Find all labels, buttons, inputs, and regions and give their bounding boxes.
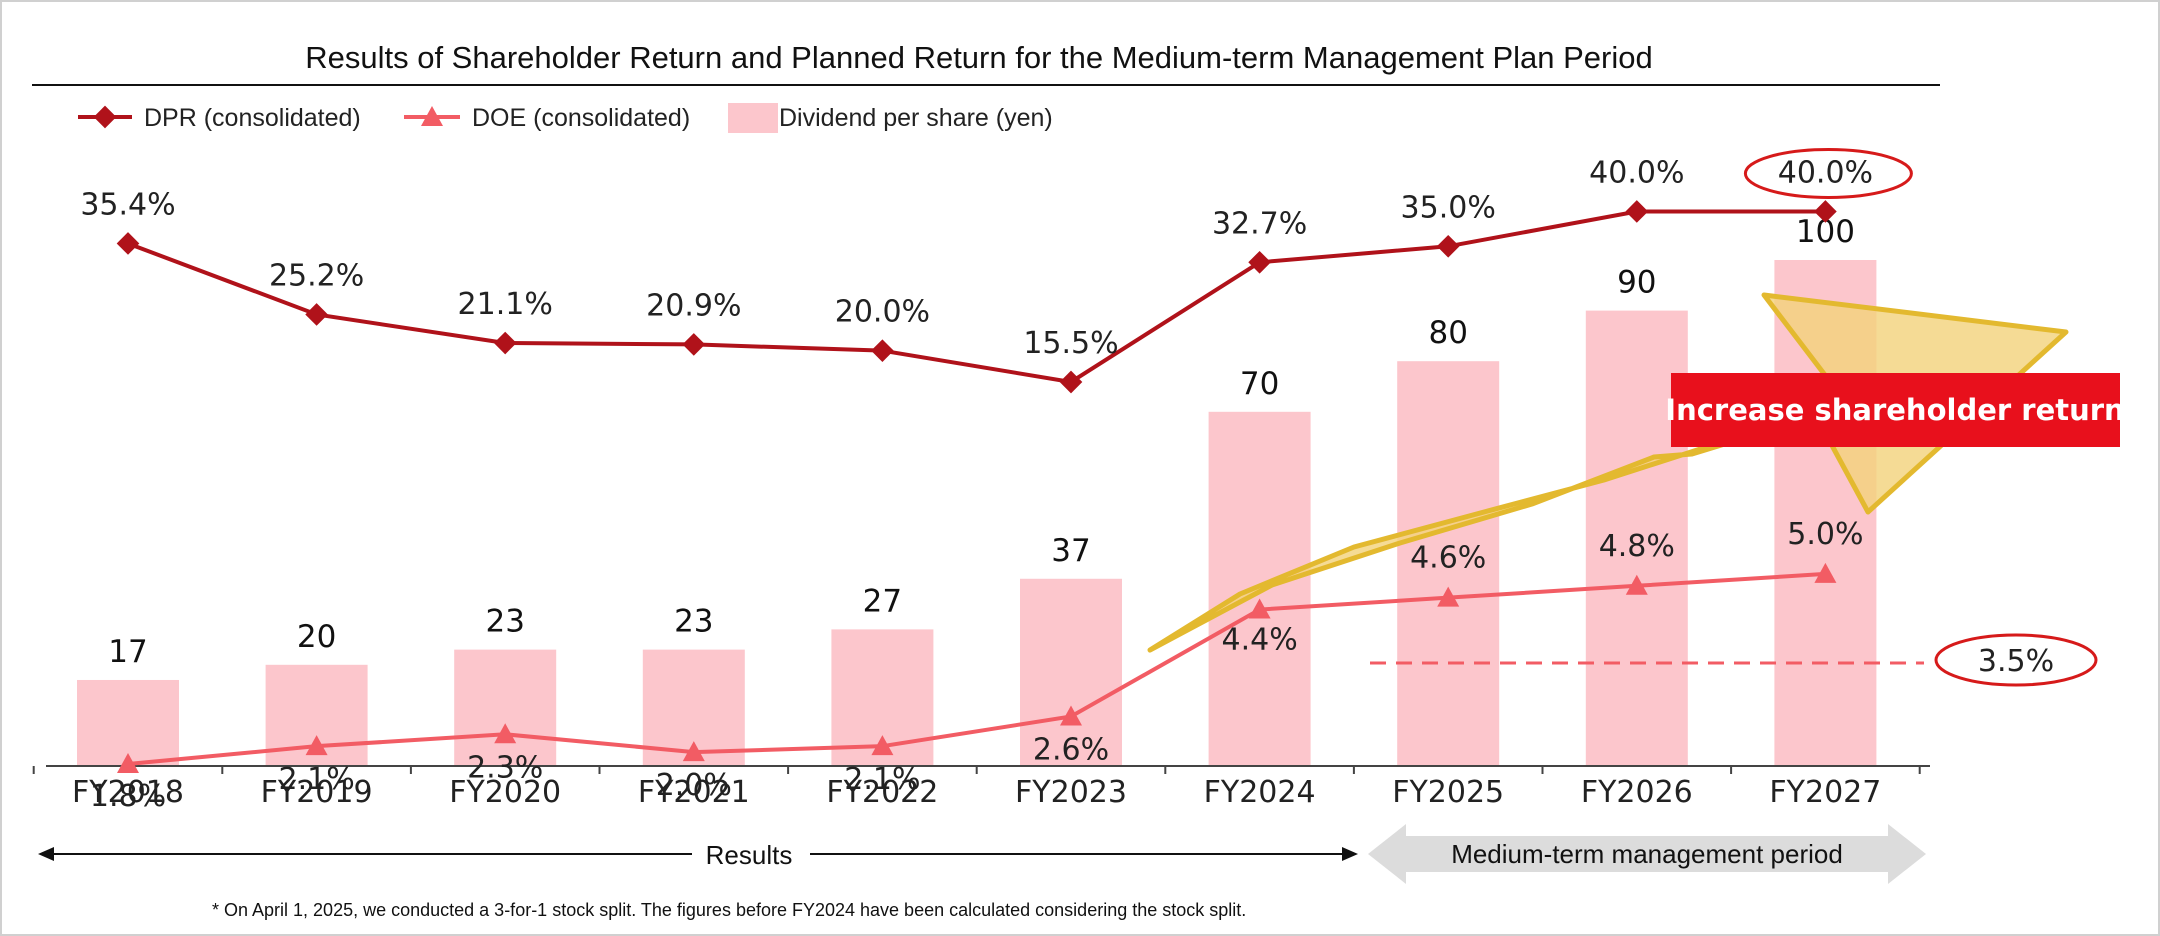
x-tick-label: FY2027 [1769,775,1881,810]
dpr-label: 25.2% [269,258,364,293]
dividend-bar [1585,310,1688,766]
doe-label: 1.8% [90,779,166,814]
doe-label: 2.1% [278,762,354,797]
dpr-label: 15.5% [1023,326,1118,361]
doe-target-label: 3.5% [1978,644,2054,679]
doe-label: 2.0% [656,768,732,803]
dpr-point [1059,370,1083,394]
plan-period: Medium-term management period [1368,824,1926,884]
dpr-label: 32.7% [1212,206,1307,241]
doe-label: 2.1% [844,762,920,797]
legend: DPR (consolidated) DOE (consolidated) Di… [78,103,1053,133]
doe-point [1248,598,1271,619]
chart-title: Results of Shareholder Return and Planne… [305,40,1653,75]
legend-dividend-label: Dividend per share (yen) [779,104,1053,132]
legend-doe-marker [421,106,443,126]
dpr-point [1248,250,1271,274]
doe-point [1814,562,1837,583]
doe-point [1625,574,1648,595]
x-tick-label: FY2023 [1015,775,1127,810]
dpr-point [682,333,706,356]
dividend-label: 27 [863,583,902,619]
legend-dividend-swatch [728,103,778,133]
dpr-point [116,232,140,255]
doe-label: 4.8% [1599,529,1675,564]
dpr-point [493,331,517,355]
doe-label: 2.6% [1033,732,1109,767]
results-arrow-left-head [38,847,54,861]
dividend-label: 17 [108,634,147,670]
plan-period-arrow [1368,824,1926,884]
callout-text: Increase shareholder return [1665,393,2124,427]
doe-point [305,735,328,756]
dividend-bar [1020,578,1122,766]
doe-point [117,753,139,773]
results-label: Results [706,840,793,870]
x-tick-label: FY2021 [638,775,750,810]
doe-point [871,735,894,756]
dpr-point [1625,200,1649,223]
dpr-label: 35.4% [80,187,175,222]
dpr-target-circle [1743,147,1913,199]
dividend-bar [454,649,557,766]
x-tick-label: FY2020 [449,775,561,810]
results-period: Results [38,840,1358,870]
x-tick-label: FY2026 [1581,775,1693,810]
dividend-label: 37 [1051,533,1090,569]
plan-period-label: Medium-term management period [1451,839,1843,869]
dpr-label: 35.0% [1401,190,1496,225]
legend-doe-label: DOE (consolidated) [472,104,690,132]
dpr-label: 21.1% [458,287,553,322]
dividend-label: 23 [485,604,524,640]
legend-dpr-label: DPR (consolidated) [144,104,361,132]
footnote: * On April 1, 2025, we conducted a 3-for… [212,900,1246,920]
doe-point [682,741,705,762]
dividend-label: 90 [1617,265,1656,301]
dpr-point [305,303,328,326]
doe-label: 4.4% [1221,623,1297,658]
doe-label: 4.6% [1410,541,1486,576]
dpr-point [871,339,894,362]
dividend-bar [77,679,179,766]
doe-point [1437,586,1460,607]
x-tick-label: FY2025 [1392,775,1504,810]
dividend-label: 80 [1428,315,1467,351]
legend-dividend: Dividend per share (yen) [728,103,1053,133]
callout-box [1671,373,2120,447]
dpr-label: 40.0% [1589,155,1684,190]
legend-dpr-marker [93,105,117,129]
dividend-label: 70 [1240,366,1279,402]
dpr-label: 40.0% [1778,155,1873,190]
doe-target-circle [1934,633,2098,687]
dividend-label: 23 [674,604,713,640]
doe-label: 2.3% [467,750,543,785]
legend-dpr: DPR (consolidated) [78,104,361,132]
dpr-label: 20.9% [646,288,741,323]
doe-label: 5.0% [1787,517,1863,552]
x-tick-label: FY2022 [826,775,938,810]
x-tick-label: FY2018 [72,775,184,810]
x-tick-label: FY2019 [261,775,373,810]
dpr-line [127,209,1826,385]
dividend-label: 20 [297,619,336,655]
doe-point [1060,705,1082,726]
legend-doe: DOE (consolidated) [404,104,690,132]
x-tick-label: FY2024 [1204,775,1316,810]
dividend-bar [1397,361,1500,766]
results-arrow-right-head [1342,847,1358,861]
doe-point [494,723,517,744]
doe-line [127,571,1826,766]
dpr-label: 20.0% [835,295,930,330]
dpr-point [1436,234,1460,258]
